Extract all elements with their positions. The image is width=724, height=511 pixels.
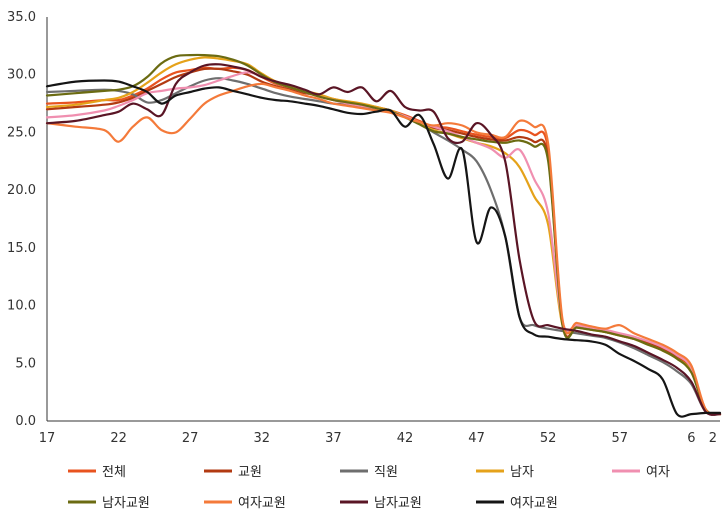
x-tick-label: 32 bbox=[254, 431, 271, 446]
legend-label: 직원 bbox=[374, 465, 398, 480]
x-tick-label: 57 bbox=[611, 431, 628, 446]
legend-label: 남자교원 bbox=[374, 496, 422, 511]
series-line-1 bbox=[45, 66, 722, 416]
series-lines bbox=[45, 53, 722, 418]
y-tick-label: 5.0 bbox=[15, 356, 36, 371]
y-tick-label: 0.0 bbox=[15, 414, 36, 429]
y-tick-label: 35.0 bbox=[7, 10, 36, 25]
legend-label: 남자교원 bbox=[102, 496, 150, 511]
legend-label: 교원 bbox=[238, 465, 262, 480]
y-tick-label: 30.0 bbox=[7, 68, 36, 83]
legend-label: 여자교원 bbox=[510, 496, 558, 511]
x-tick-label: 6 bbox=[687, 431, 695, 446]
series-line-5 bbox=[45, 71, 722, 416]
x-tick-label: 52 bbox=[540, 431, 557, 446]
x-axis-ticks: 17 22 27 32 37 42 47 52 57 6 2 bbox=[39, 431, 717, 446]
y-tick-label: 15.0 bbox=[7, 241, 36, 256]
legend-label: 여자교원 bbox=[238, 496, 286, 511]
y-tick-label: 20.0 bbox=[7, 183, 36, 198]
x-tick-label: 42 bbox=[397, 431, 414, 446]
series-line-9 bbox=[45, 79, 722, 418]
x-tick-label: 17 bbox=[39, 431, 56, 446]
x-tick-label: 2 bbox=[709, 431, 717, 446]
series-line-3 bbox=[45, 77, 722, 416]
x-tick-label: 27 bbox=[182, 431, 199, 446]
legend-label: 여자 bbox=[646, 465, 670, 480]
series-line-7 bbox=[45, 82, 722, 416]
y-axis-ticks: 0.0 5.0 10.0 15.0 20.0 25.0 30.0 35.0 bbox=[7, 10, 36, 429]
y-tick-label: 25.0 bbox=[7, 125, 36, 140]
legend-label: 전체 bbox=[102, 465, 126, 480]
series-line-8 bbox=[45, 63, 722, 416]
x-tick-label: 22 bbox=[110, 431, 127, 446]
series-line-2 bbox=[45, 67, 722, 416]
x-tick-label: 47 bbox=[468, 431, 485, 446]
x-tick-label: 37 bbox=[325, 431, 342, 446]
y-tick-label: 10.0 bbox=[7, 299, 36, 314]
legend-label: 남자 bbox=[510, 465, 534, 480]
